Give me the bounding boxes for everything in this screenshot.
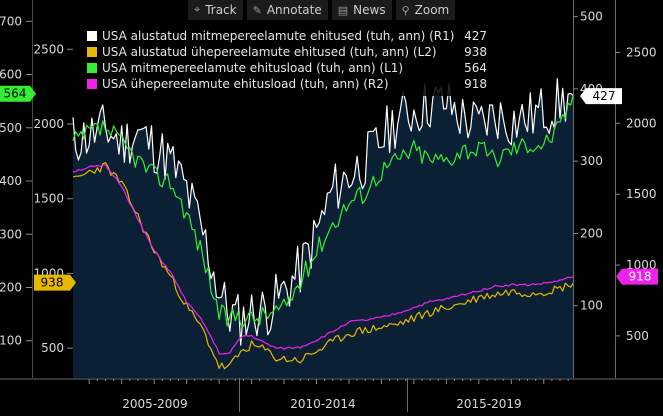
legend-label-3: USA mitmepereelamute ehitusload (tuh, an…: [102, 61, 403, 75]
x-tick-label: 2005-2009: [122, 397, 187, 411]
legend: USA alustatud mitmepereelamute ehitused …: [82, 26, 487, 96]
track-label: Track: [205, 3, 237, 17]
legend-value-2: 938: [464, 45, 487, 59]
legend-swatch-4: [87, 79, 97, 89]
legend-swatch-2: [87, 47, 97, 57]
magnifier-icon: ⚲: [401, 3, 410, 17]
right-axis-2-tick-label: 500: [626, 329, 649, 343]
last-value-tag: [34, 274, 76, 291]
left-axis-2-tick-label: 1500: [33, 192, 64, 206]
news-label: News: [353, 3, 386, 17]
last-value-text: 938: [41, 276, 64, 290]
pencil-icon: ✎: [252, 3, 262, 17]
legend-value-4: 918: [464, 77, 487, 91]
right-axis-2-tick-label: 1500: [626, 187, 657, 201]
left-axis-2-tick-label: 500: [41, 341, 64, 355]
right-axis-2-tick-label: 2000: [626, 116, 657, 130]
legend-value-3: 564: [464, 61, 487, 75]
zoom-label: Zoom: [414, 3, 450, 17]
left-axis-1-tick-label: 700: [0, 14, 22, 28]
legend-label-4: USA ühepereelamute ehitusload (tuh, ann)…: [102, 77, 389, 91]
legend-value-1: 427: [464, 29, 487, 43]
right-axis-2-tick-label: 1000: [626, 258, 657, 272]
news-icon: ▤: [337, 3, 349, 17]
series-line-1: [72, 78, 574, 346]
left-axis-1-tick-label: 600: [0, 68, 22, 82]
left-axis-1-tick-label: 200: [0, 280, 22, 294]
last-value-tag: [616, 268, 658, 285]
left-axis-1-tick-label: 500: [0, 121, 22, 135]
left-axis-2-tick-label: 2500: [33, 42, 64, 56]
left-axis-2-tick-label: 2000: [33, 117, 64, 131]
left-axis-1-tick-label: 100: [0, 334, 22, 348]
legend-box: [82, 26, 480, 96]
track-button[interactable]: ⌖ Track: [188, 0, 243, 20]
legend-swatch-3: [87, 63, 97, 73]
x-tick-label: 2015-2019: [456, 397, 521, 411]
right-axis-1-tick-label: 100: [580, 299, 603, 313]
left-axis-1-tick-label: 400: [0, 174, 22, 188]
right-axis-2-tick-label: 2500: [626, 45, 657, 59]
last-value-text: 918: [629, 270, 652, 284]
legend-label-2: USA alustatud ühepereelamute ehitused (t…: [102, 45, 437, 59]
left-axis-1-tick-label: 300: [0, 227, 22, 241]
last-value-text: 427: [593, 89, 616, 103]
right-axis-1-tick-label: 200: [580, 226, 603, 240]
last-value-tag: [580, 88, 622, 105]
zoom-button[interactable]: ⚲ Zoom: [395, 0, 456, 20]
right-axis-1-tick-label: 500: [580, 10, 603, 24]
series-line-4: [72, 164, 574, 355]
annotate-button[interactable]: ✎ Annotate: [246, 0, 328, 20]
series-line-3: [72, 93, 575, 327]
series-area-1: [73, 78, 574, 378]
legend-label-1: USA alustatud mitmepereelamute ehitused …: [102, 29, 454, 43]
crosshair-icon: ⌖: [194, 3, 201, 16]
right-axis-1-tick-label: 300: [580, 154, 603, 168]
news-button[interactable]: ▤ News: [331, 0, 392, 20]
last-value-tag: [0, 85, 36, 102]
annotate-label: Annotate: [266, 3, 322, 17]
x-tick-label: 2010-2014: [290, 397, 355, 411]
chart-toolbar: ⌖ Track ✎ Annotate ▤ News ⚲ Zoom: [188, 0, 456, 20]
legend-swatch-1: [87, 31, 97, 41]
last-value-text: 564: [4, 87, 27, 101]
